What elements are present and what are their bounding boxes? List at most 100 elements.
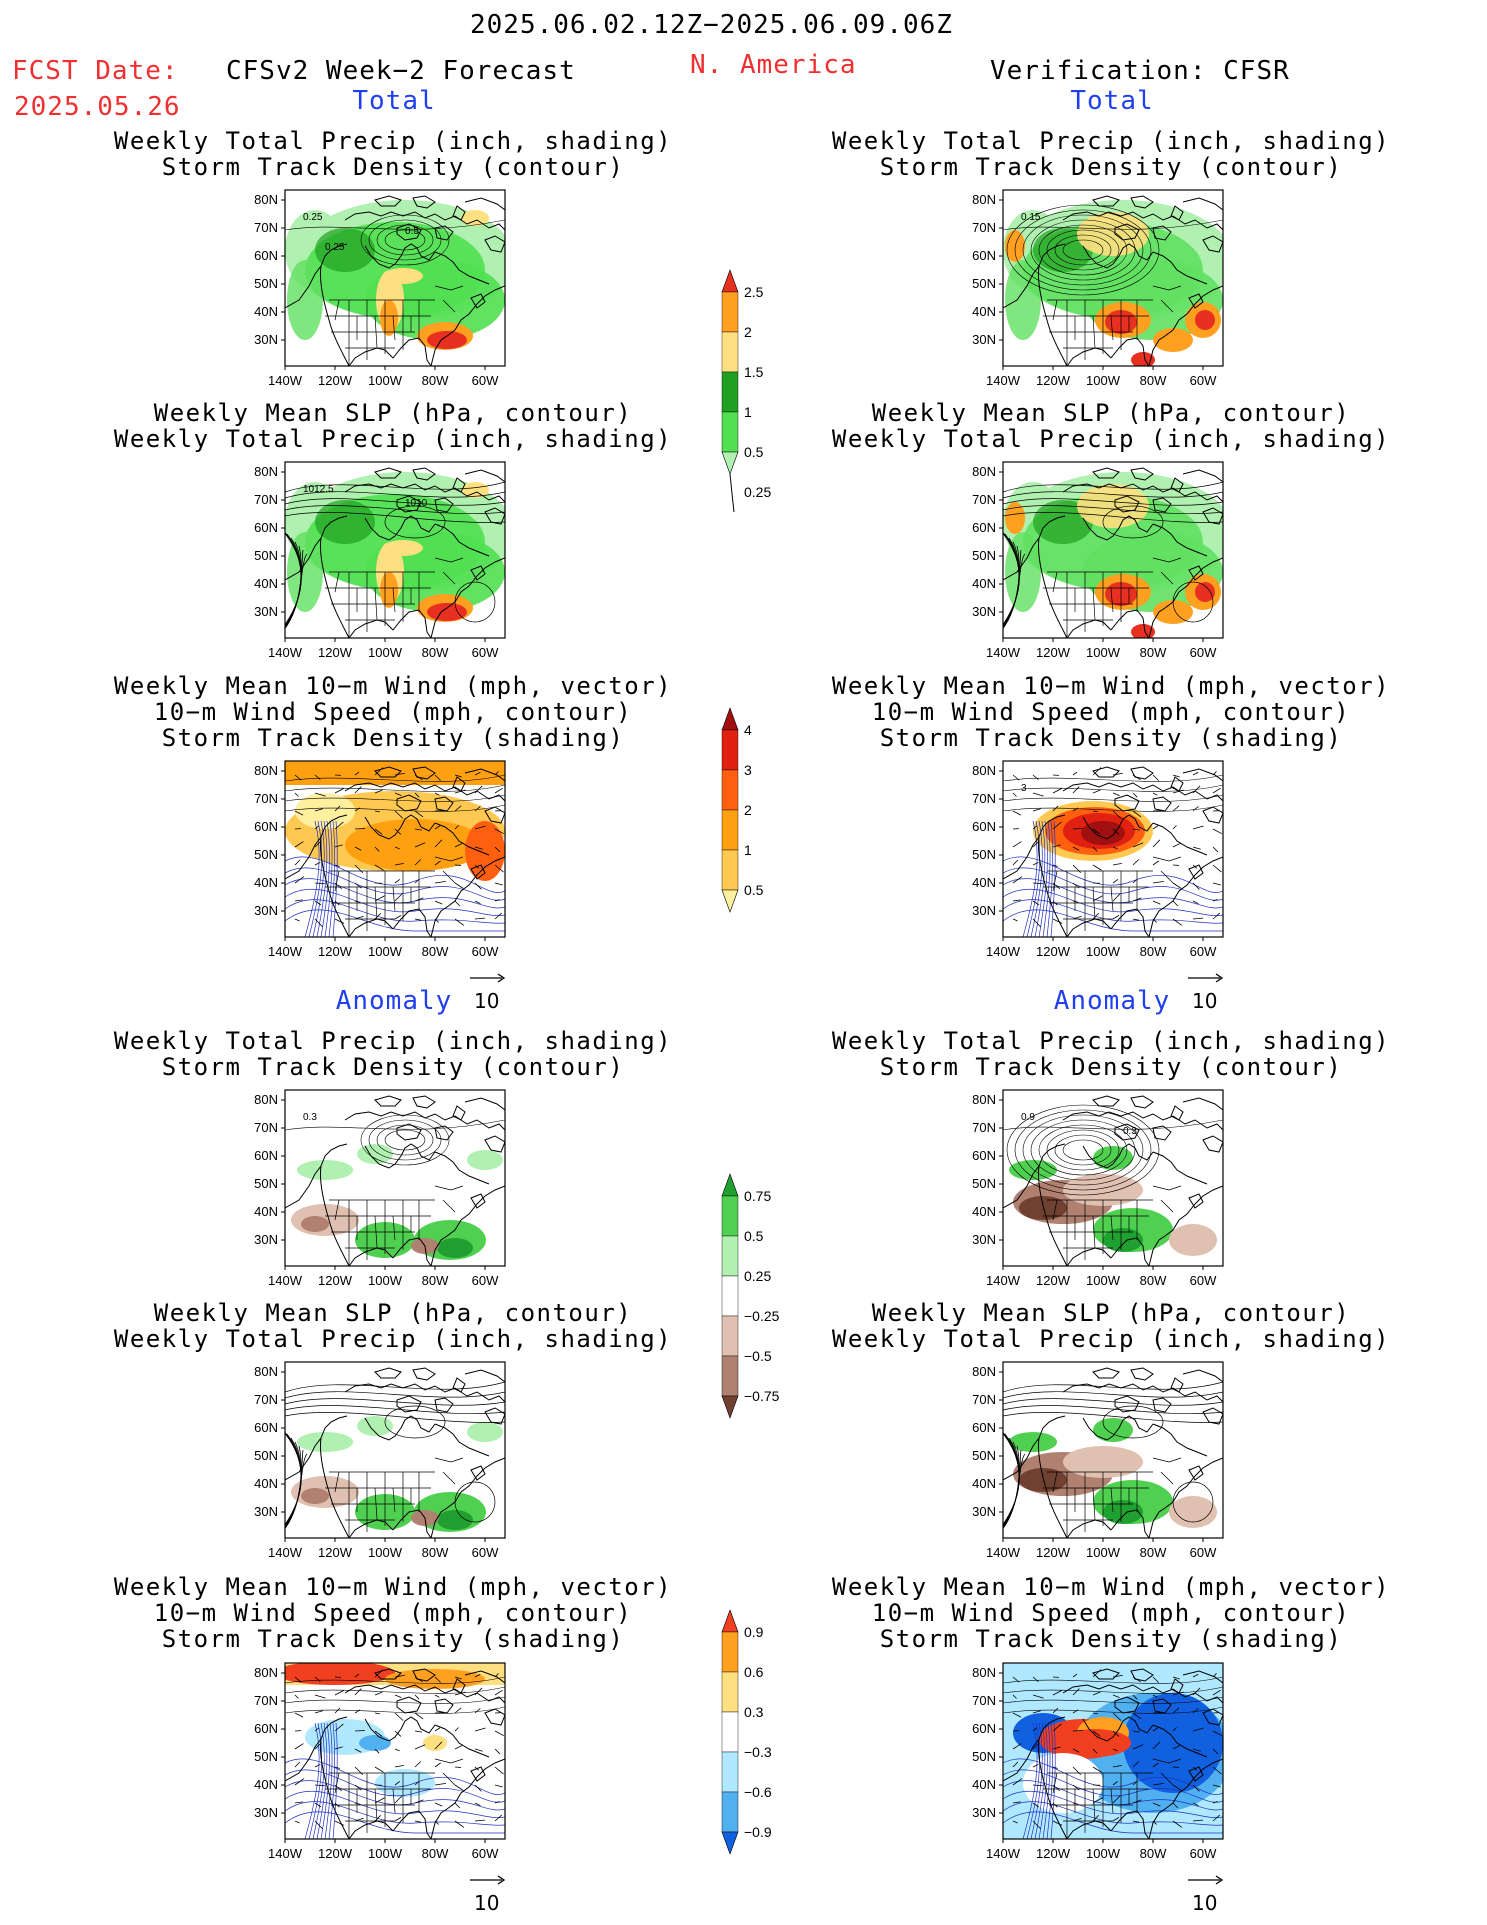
colorbar-label: 0.9 [744, 1624, 764, 1640]
lon-tick-label: 80W [1140, 373, 1167, 388]
lon-tick-label: 100W [1086, 373, 1121, 388]
lon-tick-label: 60W [1190, 645, 1217, 660]
colorbar-label: 0.75 [744, 1188, 771, 1204]
lon-tick-label: 80W [422, 1273, 449, 1288]
lat-tick-label: 60N [972, 1721, 996, 1736]
lon-tick-label: 120W [318, 1846, 353, 1861]
lon-tick-label: 140W [268, 944, 303, 959]
lon-tick-label: 80W [422, 373, 449, 388]
colorbar-label: 0.5 [744, 1228, 764, 1244]
lat-tick-label: 60N [972, 520, 996, 535]
title-verif-total-slp: Weekly Mean SLP (hPa, contour) Weekly Tot… [831, 399, 1391, 453]
lon-tick-label: 80W [422, 1545, 449, 1560]
lat-tick-label: 60N [972, 819, 996, 834]
colorbar-segment [721, 1671, 739, 1713]
lat-tick-label: 30N [254, 903, 278, 918]
lon-tick-label: 60W [472, 944, 499, 959]
colorbar-segment [721, 1791, 739, 1833]
colorbar-label: 0.25 [744, 484, 771, 500]
lat-tick-label: 60N [972, 1420, 996, 1435]
colorbar-segment [721, 1315, 739, 1357]
region-label: N. America [690, 50, 857, 80]
lat-tick-label: 70N [254, 791, 278, 806]
lon-tick-label: 60W [1190, 373, 1217, 388]
lat-tick-label: 70N [972, 492, 996, 507]
colorbar-segment [721, 451, 739, 475]
lat-tick-label: 80N [254, 1364, 278, 1379]
map-fcst-total-slp: 1012.5 1010 80N 70N 60N 50N 40N 30N 140W 120W 100W… [245, 454, 520, 664]
colorbar-segment [721, 1355, 739, 1397]
lat-tick-label: 80N [972, 763, 996, 778]
contour-label: 0.25 [325, 242, 345, 253]
lon-tick-label: 120W [318, 944, 353, 959]
map-verif-total-precip: 0.15 80N 70N 60N 50N 40N 30N 140W 120W 100W 80W 60W [963, 182, 1238, 392]
lon-tick-label: 120W [1036, 1846, 1071, 1861]
map-verif-total-wind: 3 80N 70N 60N 50N 40N 30N 140W 120W 100W 80W 60W [963, 753, 1238, 963]
title-fcst-total-slp: Weekly Mean SLP (hPa, contour) Weekly Tot… [113, 399, 673, 453]
lat-tick-label: 80N [972, 1364, 996, 1379]
lon-tick-label: 140W [268, 1273, 303, 1288]
lon-tick-label: 80W [1140, 1545, 1167, 1560]
lon-tick-label: 100W [1086, 1846, 1121, 1861]
lat-tick-label: 50N [254, 1176, 278, 1191]
lat-tick-label: 80N [254, 1092, 278, 1107]
lon-tick-label: 80W [1140, 1273, 1167, 1288]
colorbar-segment [721, 371, 739, 413]
lon-tick-label: 140W [268, 645, 303, 660]
lon-tick-label: 120W [318, 645, 353, 660]
colorbar-label: 4 [744, 722, 752, 738]
lat-tick-label: 40N [972, 875, 996, 890]
colorbar-precip-total: 2.5 2 1.5 1 0.5 0.25 [716, 268, 806, 520]
lat-tick-label: 30N [972, 604, 996, 619]
colorbar-segment [721, 849, 739, 891]
lat-tick-label: 30N [254, 604, 278, 619]
title-fcst-total-precip: Weekly Total Precip (inch, shading) Storm… [113, 127, 673, 181]
contour-label: 1012.5 [303, 484, 334, 495]
lon-tick-label: 60W [472, 373, 499, 388]
lon-tick-label: 140W [986, 944, 1021, 959]
lat-tick-label: 60N [254, 1148, 278, 1163]
map-verif-anom-precip: 0.9 0.3 80N 70N 60N 50N 40N 30N 140W 120W 100W 80W 6… [963, 1082, 1238, 1292]
lat-tick-label: 40N [972, 1777, 996, 1792]
colorbar-precip-anom: 0.75 0.5 0.25 −0.25 −0.5 −0.75 [716, 1172, 806, 1424]
map-verif-anom-slp: 80N 70N 60N 50N 40N 30N 140W 120W 100W 80W 60W [963, 1354, 1238, 1564]
lat-tick-label: 30N [254, 1504, 278, 1519]
lon-tick-label: 120W [1036, 1545, 1071, 1560]
lat-tick-label: 50N [254, 847, 278, 862]
lat-tick-label: 80N [972, 192, 996, 207]
section-total-left: Total [352, 86, 436, 116]
map-fcst-anom-slp: 80N 70N 60N 50N 40N 30N 140W 120W 100W 80W 60W [245, 1354, 520, 1564]
lat-tick-label: 40N [254, 1476, 278, 1491]
lat-tick-label: 50N [254, 548, 278, 563]
colorbar-segment [721, 1395, 739, 1419]
lat-tick-label: 50N [254, 276, 278, 291]
lon-tick-label: 60W [1190, 1545, 1217, 1560]
lat-tick-label: 80N [254, 1665, 278, 1680]
colorbar-label: 1 [744, 404, 752, 420]
ref-vector-verif-total: 10 [1186, 970, 1226, 1013]
section-total-right: Total [1070, 86, 1154, 116]
lat-tick-label: 60N [254, 1721, 278, 1736]
lat-tick-label: 70N [972, 1693, 996, 1708]
lon-tick-label: 60W [472, 1846, 499, 1861]
lat-tick-label: 60N [972, 248, 996, 263]
ref-vector-fcst-anom: 10 [468, 1872, 508, 1915]
lon-tick-label: 80W [422, 1846, 449, 1861]
contour-label: 0.3 [1123, 1126, 1137, 1137]
lat-tick-label: 80N [972, 1665, 996, 1680]
lat-tick-label: 50N [972, 548, 996, 563]
lon-tick-label: 100W [368, 1846, 403, 1861]
colorbar-segment [721, 1173, 739, 1197]
title-fcst-total-wind: Weekly Mean 10−m Wind (mph, vector) 10−m … [113, 672, 673, 752]
lat-tick-label: 30N [972, 332, 996, 347]
lon-tick-label: 60W [472, 645, 499, 660]
lon-tick-label: 100W [368, 1273, 403, 1288]
lon-tick-label: 100W [368, 944, 403, 959]
colorbar-label: −0.3 [744, 1744, 772, 1760]
colorbar-label: 2 [744, 324, 752, 340]
lon-tick-label: 140W [986, 1273, 1021, 1288]
lat-tick-label: 30N [254, 1232, 278, 1247]
lat-tick-label: 70N [972, 1392, 996, 1407]
colorbar-segment [721, 331, 739, 373]
lat-tick-label: 40N [972, 1204, 996, 1219]
